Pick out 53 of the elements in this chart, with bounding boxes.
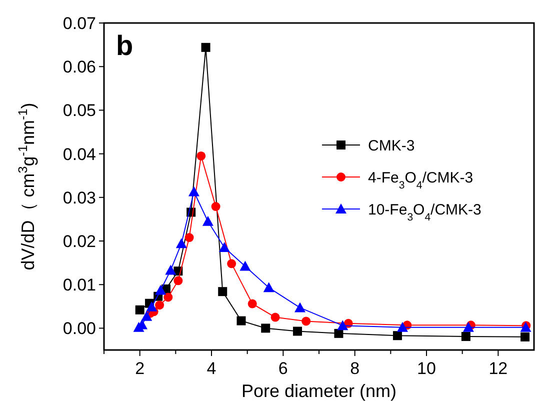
- point: [270, 312, 280, 322]
- point: [236, 316, 246, 326]
- point: [155, 300, 164, 310]
- y-tick-label: 0.06: [62, 58, 96, 77]
- y-tick-label: 0.05: [62, 101, 96, 120]
- point: [218, 242, 230, 252]
- point: [202, 216, 214, 226]
- legend-label: 10-Fe$_{3}$O$_{4}$/CMK-3: [368, 201, 482, 224]
- point: [174, 276, 183, 286]
- point: [135, 305, 144, 314]
- point: [211, 202, 220, 212]
- point: [263, 282, 274, 292]
- point: [396, 322, 408, 332]
- y-tick-label: 0.04: [62, 144, 96, 164]
- point: [165, 264, 176, 275]
- y-tick-label: 0.03: [62, 188, 96, 208]
- y-tick-label: 0.01: [62, 276, 96, 295]
- point: [461, 332, 470, 341]
- point: [392, 331, 402, 340]
- legend-label: CMK-3: [368, 137, 415, 154]
- point: [261, 324, 270, 333]
- point: [337, 320, 348, 330]
- x-tick-label: 10: [417, 359, 436, 378]
- x-tick-label: 8: [350, 359, 360, 378]
- x-axis-title: Pore diameter (nm): [241, 381, 397, 401]
- point: [164, 292, 173, 302]
- point: [176, 238, 187, 248]
- x-tick-label: 2: [135, 359, 145, 378]
- point: [520, 332, 530, 342]
- x-tick-label: 4: [206, 359, 216, 378]
- point: [294, 302, 306, 312]
- point: [155, 284, 166, 295]
- point: [188, 186, 200, 196]
- y-tick-label: 0.02: [62, 232, 96, 251]
- y-tick-label: 0.00: [62, 319, 96, 338]
- point: [146, 301, 158, 312]
- point: [240, 260, 251, 271]
- point: [227, 259, 236, 268]
- point: [196, 151, 206, 160]
- y-tick-label: 0.07: [62, 14, 96, 33]
- point: [201, 42, 210, 52]
- point: [141, 310, 152, 321]
- point: [302, 316, 311, 326]
- point: [293, 326, 302, 336]
- legend-label: 4-Fe$_{3}$O$_{4}$/CMK-3: [368, 169, 474, 192]
- annotation: b: [116, 30, 134, 61]
- x-tick-label: 12: [488, 359, 508, 378]
- point: [218, 287, 228, 296]
- point: [462, 322, 474, 332]
- point: [184, 233, 194, 242]
- x-tick-label: 6: [278, 359, 288, 378]
- point: [248, 299, 257, 308]
- point: [334, 328, 344, 338]
